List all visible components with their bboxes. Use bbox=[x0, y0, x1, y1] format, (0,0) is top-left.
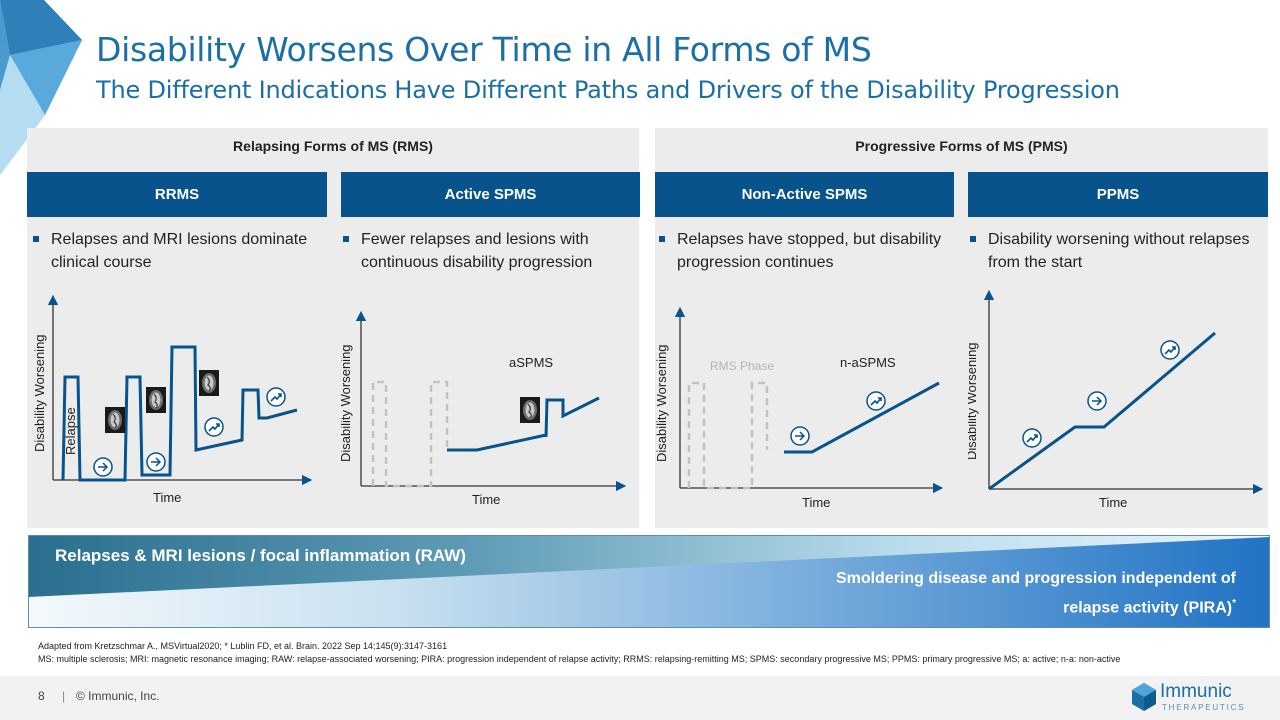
rrms-y-label: Disability Worsening bbox=[32, 334, 47, 452]
immunic-logo-icon bbox=[1132, 683, 1156, 711]
pira-line-2-text: relapse activity (PIRA) bbox=[1063, 599, 1233, 617]
aspms-rms-phase-line bbox=[371, 380, 449, 488]
rrms-x-label: Time bbox=[153, 490, 181, 505]
logo-sub: THERAPEUTICS bbox=[1162, 703, 1246, 712]
non-active-spms-chart: RMS Phase n-aSPMS Disability Worsening T… bbox=[655, 306, 944, 510]
naspms-rms-phase-line bbox=[687, 381, 769, 490]
rrms-bullet: Relapses and MRI lesions dominate clinic… bbox=[27, 228, 347, 274]
active-spms-header: Active SPMS bbox=[341, 172, 640, 217]
pms-group-title: Progressive Forms of MS (PMS) bbox=[855, 138, 1068, 154]
page-title: Disability Worsens Over Time in All Form… bbox=[96, 30, 872, 69]
pira-text: Smoldering disease and progression indep… bbox=[700, 566, 1236, 620]
ppms-trend-icon-1 bbox=[1022, 428, 1042, 448]
page-number: 8 bbox=[38, 689, 45, 703]
naspms-rms-phase-label: RMS Phase bbox=[710, 359, 774, 373]
rrms-arrow-icon-1 bbox=[93, 457, 113, 477]
footer-separator: | bbox=[62, 689, 66, 703]
active-spms-bullet: Fewer relapses and lesions with continuo… bbox=[337, 228, 657, 274]
footer-bar bbox=[0, 676, 1280, 720]
ppms-x-label: Time bbox=[1099, 495, 1127, 510]
rrms-line bbox=[61, 345, 298, 482]
ppms-y-label: Disability Worsening bbox=[968, 342, 979, 460]
pira-line-2: relapse activity (PIRA)* bbox=[700, 591, 1236, 620]
naspms-line bbox=[784, 381, 940, 454]
rrms-header: RRMS bbox=[27, 172, 327, 217]
naspms-y-label: Disability Worsening bbox=[655, 344, 669, 462]
aspms-x-label: Time bbox=[472, 492, 500, 507]
ppms-chart: Disability Worsening Time bbox=[968, 290, 1264, 510]
rms-group-title: Relapsing Forms of MS (RMS) bbox=[233, 138, 433, 154]
pira-footnote-mark: * bbox=[1232, 598, 1236, 609]
aspms-line bbox=[447, 396, 600, 452]
ppms-line bbox=[988, 331, 1216, 491]
rrms-mri-icon-1 bbox=[104, 406, 126, 434]
rrms-mri-icon-3 bbox=[198, 369, 220, 397]
rrms-trend-icon-2 bbox=[266, 387, 286, 407]
pira-line-1: Smoldering disease and progression indep… bbox=[835, 570, 1236, 587]
naspms-trend-icon bbox=[866, 391, 886, 411]
logo-name: Immunic bbox=[1160, 681, 1232, 702]
ppms-arrow-icon bbox=[1087, 391, 1107, 411]
active-spms-chart: aSPMS Disability Worsening Time bbox=[341, 310, 627, 507]
rrms-relapse-label: Relapse bbox=[63, 407, 78, 455]
ppms-trend-icon-2 bbox=[1160, 340, 1180, 360]
rrms-arrow-icon-2 bbox=[146, 452, 166, 472]
non-active-spms-header: Non-Active SPMS bbox=[655, 172, 954, 217]
rrms-trend-icon-1 bbox=[204, 417, 224, 437]
naspms-arrow-icon bbox=[790, 426, 810, 446]
footnote-source: Adapted from Kretzschmar A., MSVirtual20… bbox=[38, 641, 448, 651]
aspms-label: aSPMS bbox=[509, 355, 553, 370]
ppms-bullet: Disability worsening without relapses fr… bbox=[964, 228, 1278, 274]
copyright: © Immunic, Inc. bbox=[76, 689, 160, 703]
rrms-mri-icon-2 bbox=[145, 386, 167, 414]
raw-label: Relapses & MRI lesions / focal inflammat… bbox=[55, 546, 466, 565]
page-subtitle: The Different Indications Have Different… bbox=[96, 76, 1120, 104]
footnote-abbreviations: MS: multiple sclerosis; MRI: magnetic re… bbox=[38, 654, 1121, 664]
raw-pira-band bbox=[28, 535, 1270, 628]
ppms-header: PPMS bbox=[968, 172, 1268, 217]
non-active-spms-bullet: Relapses have stopped, but disability pr… bbox=[653, 228, 967, 274]
rrms-chart: Disability Worsening Relapse Time bbox=[32, 294, 313, 505]
naspms-label: n-aSPMS bbox=[840, 355, 896, 370]
aspms-mri-icon bbox=[519, 396, 541, 424]
corner-decoration bbox=[0, 0, 82, 175]
naspms-x-label: Time bbox=[802, 495, 830, 510]
aspms-y-label: Disability Worsening bbox=[341, 344, 353, 462]
